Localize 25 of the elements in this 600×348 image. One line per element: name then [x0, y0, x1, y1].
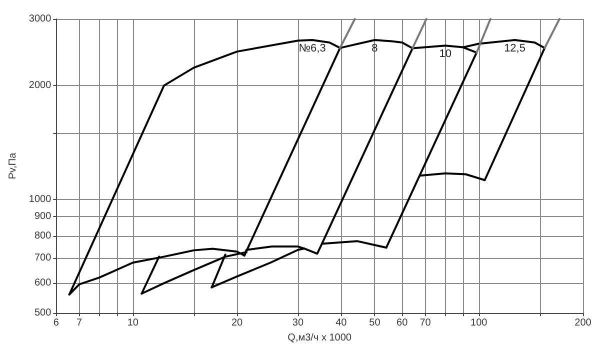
series-label: 8	[372, 42, 378, 54]
series-label: №6,3	[298, 42, 326, 54]
x-tick-label: 60	[396, 318, 408, 329]
x-tick-label: 200	[574, 318, 592, 329]
y-tick-label: 3000	[28, 14, 52, 24]
y-tick-label: 700	[34, 252, 52, 264]
y-tick-label: 600	[34, 278, 52, 289]
y-tick-label: 900	[34, 211, 52, 222]
x-tick-label: 50	[369, 318, 381, 329]
series-label: 12,5	[504, 42, 526, 54]
y-tick-label: 1000	[28, 194, 52, 205]
y-axis-title: Pv,Па	[8, 152, 18, 180]
x-tick-label: 7	[76, 318, 83, 329]
x-tick-label: 30	[292, 318, 304, 329]
x-tick-label: 100	[470, 318, 488, 329]
x-tick-label: 10	[127, 318, 139, 329]
y-tick-label: 2000	[28, 80, 52, 92]
y-tick-label: 800	[34, 230, 52, 242]
x-tick-label: 70	[420, 318, 432, 329]
y-tick-label: 500	[34, 308, 52, 319]
x-axis-title: Q,м3/ч x 1000	[288, 332, 352, 344]
series-label: 10	[439, 48, 452, 60]
x-tick-label: 6	[53, 318, 60, 329]
x-tick-label: 40	[336, 318, 348, 329]
x-tick-label: 20	[231, 318, 244, 329]
